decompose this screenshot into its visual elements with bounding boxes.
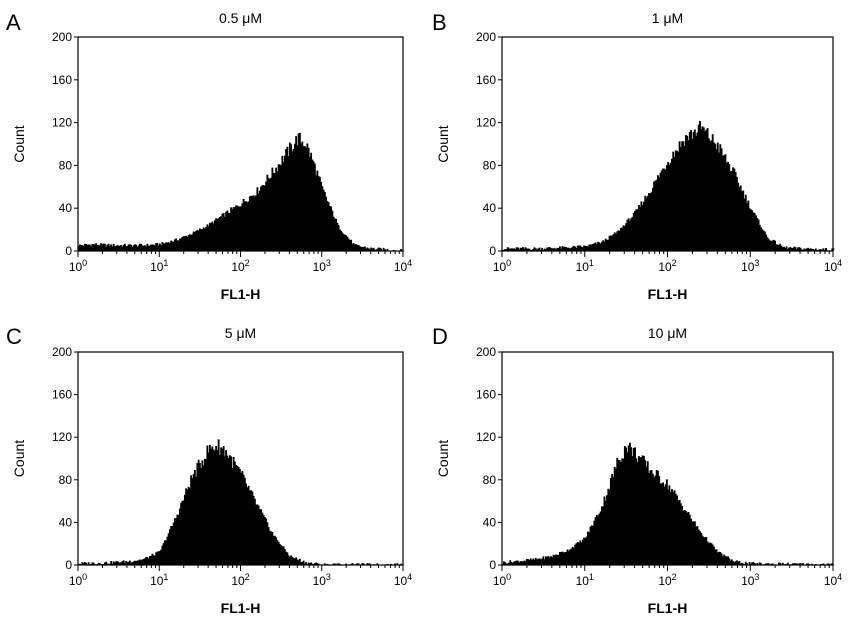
y-tick-label-a-160: 160	[52, 73, 72, 87]
y-tick-label-b-160: 160	[476, 73, 496, 87]
panel-b: B 1 μM 0 40 80 120 160 200 100 101 102 103 104 FL1-H C…	[432, 10, 842, 302]
y-tick-label-c-80: 80	[59, 473, 73, 487]
x-tick-label-c-0: 100	[69, 572, 87, 588]
x-tick-label-d-1: 101	[576, 572, 594, 588]
histogram-a	[77, 132, 405, 252]
y-tick-label-b-80: 80	[483, 158, 497, 172]
y-tick-label-a-120: 120	[52, 116, 72, 130]
x-tick-label-a-2: 102	[231, 258, 249, 274]
x-tick-label-b-3: 103	[741, 258, 759, 274]
x-tick-label-b-0: 100	[493, 258, 511, 274]
panel-c: C 5 μM 0 40 80 120 160 200 100 101 102 103 104 FL1-H C…	[6, 324, 412, 616]
x-tick-label-b-4: 104	[824, 258, 842, 274]
y-tick-label-c-200: 200	[52, 345, 72, 359]
histogram-b	[501, 120, 835, 252]
y-tick-label-a-0: 0	[65, 244, 72, 258]
histogram-c	[77, 439, 405, 566]
x-tick-label-d-2: 102	[658, 572, 676, 588]
x-axis-label-b: FL1-H	[648, 286, 688, 302]
x-tick-label-d-3: 103	[741, 572, 759, 588]
y-axis-label-c: Count	[11, 440, 27, 477]
x-tick-label-c-4: 104	[394, 572, 412, 588]
x-tick-label-a-0: 100	[69, 258, 87, 274]
x-axis-label-d: FL1-H	[648, 600, 688, 616]
panel-a: A 0.5 μM 0 40 80 120 160 200 100 101 102 103 104 FL1-…	[6, 10, 412, 302]
panel-d: D 10 μM 0 40 80 120 160 200 100 101 102 103 104 FL1-H…	[432, 324, 842, 616]
x-tick-label-a-1: 101	[150, 258, 168, 274]
y-axis-label-b: Count	[435, 125, 451, 162]
y-tick-label-c-0: 0	[65, 558, 72, 572]
y-tick-label-d-40: 40	[483, 515, 497, 529]
y-tick-label-a-200: 200	[52, 30, 72, 44]
panel-title-a: 0.5 μM	[219, 10, 262, 26]
histogram-d	[501, 442, 835, 566]
y-tick-label-d-160: 160	[476, 388, 496, 402]
x-axis-label-c: FL1-H	[221, 600, 261, 616]
y-tick-label-d-120: 120	[476, 430, 496, 444]
y-axis-label-d: Count	[435, 440, 451, 477]
y-tick-label-b-40: 40	[483, 201, 497, 215]
panel-letter-d: D	[432, 324, 448, 349]
y-tick-label-c-120: 120	[52, 430, 72, 444]
y-tick-label-b-120: 120	[476, 116, 496, 130]
y-tick-label-c-160: 160	[52, 388, 72, 402]
x-tick-label-d-0: 100	[493, 572, 511, 588]
x-tick-label-c-2: 102	[231, 572, 249, 588]
y-tick-label-b-0: 0	[489, 244, 496, 258]
x-tick-label-d-4: 104	[824, 572, 842, 588]
y-tick-label-d-0: 0	[489, 558, 496, 572]
panel-letter-b: B	[432, 10, 447, 35]
x-tick-label-b-1: 101	[576, 258, 594, 274]
x-tick-label-b-2: 102	[658, 258, 676, 274]
x-tick-label-a-3: 103	[313, 258, 331, 274]
y-tick-label-d-80: 80	[483, 473, 497, 487]
panel-letter-c: C	[6, 324, 22, 349]
panel-title-d: 10 μM	[648, 325, 687, 341]
y-axis-label-a: Count	[11, 125, 27, 162]
y-tick-label-d-200: 200	[476, 345, 496, 359]
y-tick-label-b-200: 200	[476, 30, 496, 44]
y-tick-label-a-40: 40	[59, 201, 73, 215]
y-tick-label-a-80: 80	[59, 158, 73, 172]
panel-letter-a: A	[6, 10, 21, 35]
x-axis-label-a: FL1-H	[221, 286, 261, 302]
y-tick-label-c-40: 40	[59, 515, 73, 529]
x-tick-label-c-3: 103	[313, 572, 331, 588]
x-tick-label-c-1: 101	[150, 572, 168, 588]
panel-title-b: 1 μM	[652, 10, 683, 26]
panel-title-c: 5 μM	[225, 325, 256, 341]
x-tick-label-a-4: 104	[394, 258, 412, 274]
